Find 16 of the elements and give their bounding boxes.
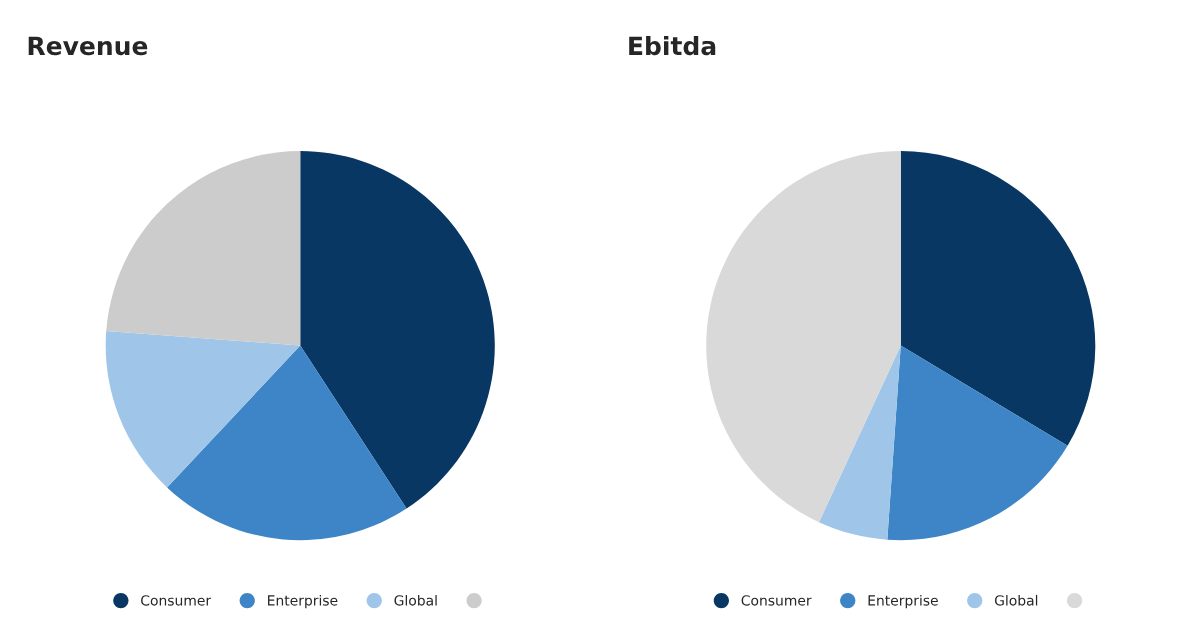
legend-label: Consumer <box>141 595 212 606</box>
pie-slice <box>106 151 301 346</box>
pie-slice <box>300 151 495 509</box>
chart-title: Ebitda <box>629 35 716 56</box>
legend-label: Enterprise <box>268 594 338 609</box>
pie-slice <box>167 345 407 541</box>
pie-slice <box>900 151 1096 446</box>
pie-slice <box>105 330 301 488</box>
pie-slice <box>887 345 1068 541</box>
legend-label: Global <box>394 594 437 606</box>
pie-slice <box>706 151 901 523</box>
chart-title: Revenue <box>28 36 148 56</box>
pie-slice <box>819 345 901 540</box>
legend-label: Global <box>994 594 1038 606</box>
legend-label: Enterprise <box>868 594 938 609</box>
legend-label: Consumer <box>741 595 812 606</box>
